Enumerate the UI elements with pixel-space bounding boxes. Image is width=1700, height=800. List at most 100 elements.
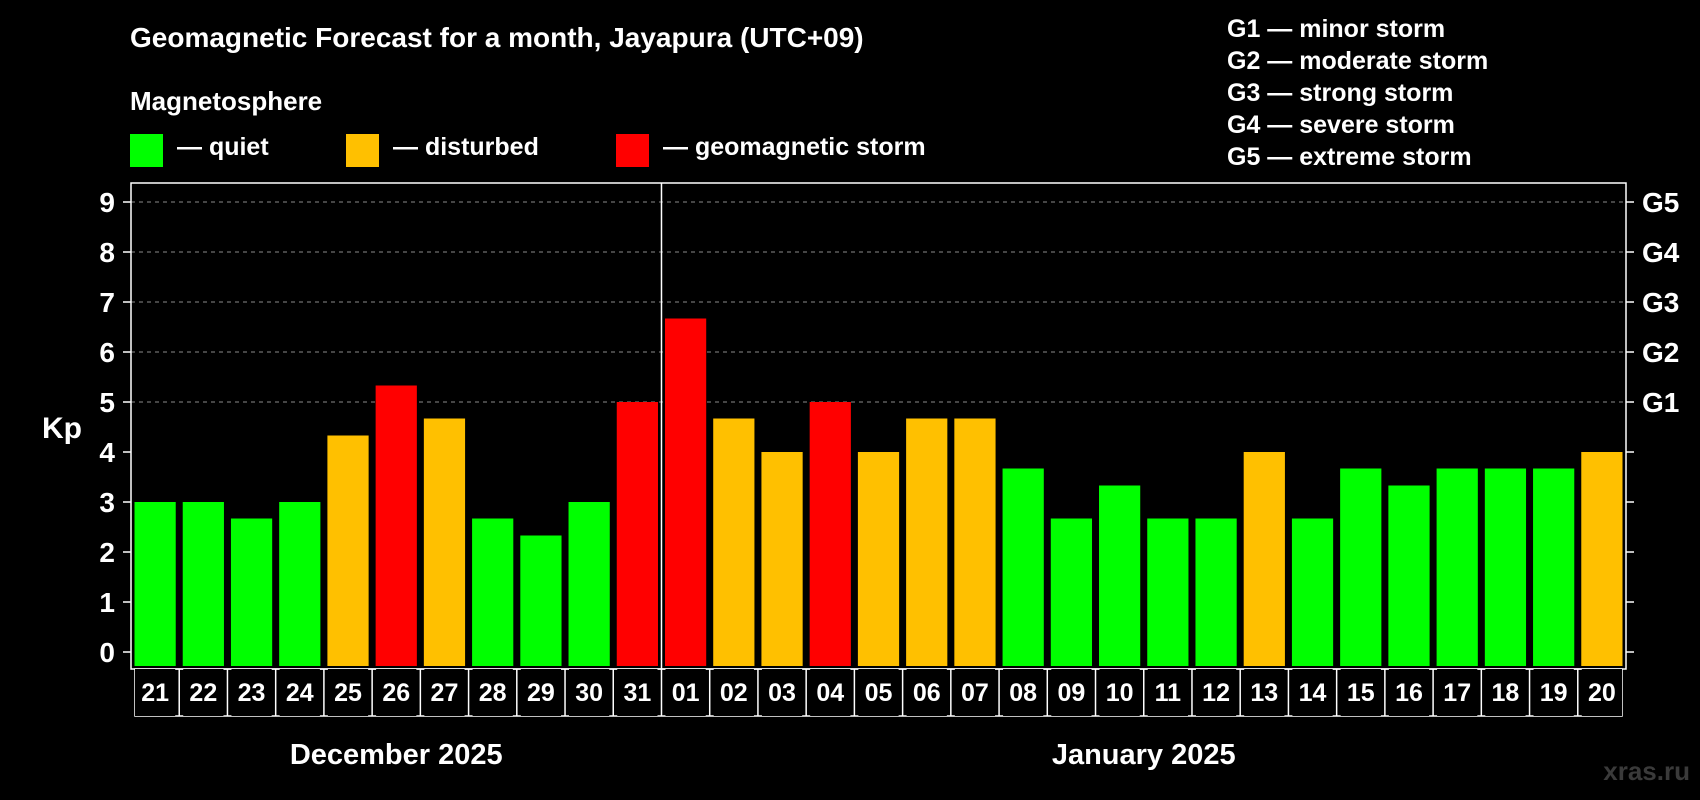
bar-23	[230, 518, 273, 666]
date-cell-bg-20	[1581, 669, 1622, 716]
month-label-0: December 2025	[290, 739, 503, 771]
y-axis-label: Kp	[42, 412, 82, 445]
date-cell-bg-10	[1099, 669, 1140, 716]
ytick-label-0: 0	[99, 637, 115, 668]
legend-swatch-storm	[616, 134, 649, 167]
month-label-1: January 2025	[1052, 739, 1236, 771]
bar-24	[279, 502, 321, 666]
xtick-label-28: 28	[479, 679, 507, 707]
bar-27	[423, 418, 466, 666]
date-cell-bg-19	[1533, 669, 1574, 716]
xtick-label-25: 25	[334, 679, 362, 707]
date-cell-bg-06	[906, 669, 947, 716]
bar-04	[809, 402, 851, 666]
xtick-label-21: 21	[141, 679, 169, 707]
date-cell-bg-05	[858, 669, 899, 716]
g-level-label-g5: G5	[1642, 187, 1679, 218]
xtick-label-19: 19	[1540, 679, 1568, 707]
date-cell-bg-15	[1340, 669, 1381, 716]
bar-01	[664, 318, 707, 666]
ytick-label-4: 4	[99, 437, 115, 468]
xtick-label-12: 12	[1202, 679, 1230, 707]
date-cell-bg-11	[1147, 669, 1188, 716]
legend-swatch-disturbed	[346, 134, 379, 167]
date-cell-bg-04	[810, 669, 851, 716]
date-cell-bg-12	[1195, 669, 1237, 716]
bar-13	[1243, 452, 1285, 666]
date-cell-bg-17	[1437, 669, 1478, 716]
g-level-label-g1: G1	[1642, 387, 1679, 418]
date-cell-bg-30	[569, 669, 610, 716]
chart-title: Geomagnetic Forecast for a month, Jayapu…	[130, 22, 864, 53]
bar-07	[954, 418, 996, 666]
bar-14	[1291, 518, 1334, 666]
bar-18	[1484, 468, 1527, 666]
date-cell-bg-25	[327, 669, 369, 716]
xtick-label-11: 11	[1155, 679, 1182, 707]
g-scale-item-g5: G5 — extreme storm	[1227, 143, 1472, 171]
bar-05	[857, 452, 900, 666]
legend-swatch-quiet	[130, 134, 163, 167]
bar-08	[1002, 468, 1044, 666]
date-cell-bg-28	[472, 669, 513, 716]
bar-26	[375, 385, 417, 666]
xtick-label-29: 29	[527, 679, 555, 707]
xtick-label-13: 13	[1250, 679, 1278, 707]
xtick-label-07: 07	[961, 679, 989, 707]
watermark: xras.ru	[1603, 756, 1690, 786]
bars	[134, 318, 1623, 666]
legend-label-quiet: — quiet	[177, 133, 269, 161]
bar-25	[327, 435, 369, 666]
ytick-label-9: 9	[99, 187, 115, 218]
ytick-label-1: 1	[99, 587, 115, 618]
xtick-label-22: 22	[189, 679, 217, 707]
legend-label-disturbed: — disturbed	[393, 133, 539, 161]
g-level-label-g2: G2	[1642, 337, 1679, 368]
bar-30	[568, 502, 610, 666]
xtick-label-10: 10	[1106, 679, 1134, 707]
date-cell-bg-18	[1485, 669, 1526, 716]
ytick-label-6: 6	[99, 337, 115, 368]
date-cell-bg-31	[617, 669, 658, 716]
g-scale-item-g2: G2 — moderate storm	[1227, 47, 1489, 75]
xtick-label-06: 06	[913, 679, 941, 707]
date-cell-bg-23	[231, 669, 272, 716]
xtick-label-14: 14	[1299, 679, 1327, 707]
bar-16	[1388, 485, 1430, 666]
xtick-label-30: 30	[575, 679, 603, 707]
date-cell-bg-01	[665, 669, 706, 716]
xtick-label-20: 20	[1588, 679, 1616, 707]
date-cell-bg-29	[520, 669, 562, 716]
xtick-label-01: 01	[672, 679, 700, 707]
xtick-label-02: 02	[720, 679, 748, 707]
xtick-label-08: 08	[1009, 679, 1037, 707]
bar-06	[906, 418, 948, 666]
bar-21	[134, 502, 176, 666]
legend-label-storm: — geomagnetic storm	[663, 133, 926, 161]
gridlines	[131, 201, 1626, 403]
g-level-label-g4: G4	[1642, 237, 1680, 268]
date-cell-bg-14	[1292, 669, 1333, 716]
ytick-label-2: 2	[99, 537, 115, 568]
xtick-label-16: 16	[1395, 679, 1423, 707]
g-scale-item-g3: G3 — strong storm	[1227, 79, 1454, 107]
date-cell-bg-13	[1244, 669, 1285, 716]
ytick-label-8: 8	[99, 237, 115, 268]
ytick-label-5: 5	[99, 387, 115, 418]
xtick-label-04: 04	[816, 679, 844, 707]
date-cell-bg-21	[135, 669, 176, 716]
bar-09	[1050, 518, 1093, 666]
date-cell-bg-27	[424, 669, 465, 716]
xtick-label-24: 24	[286, 679, 314, 707]
xtick-label-03: 03	[768, 679, 796, 707]
xtick-label-31: 31	[623, 679, 651, 707]
date-cell-bg-22	[183, 669, 224, 716]
g-scale-item-g4: G4 — severe storm	[1227, 111, 1455, 139]
bar-02	[713, 418, 755, 666]
bar-31	[616, 402, 658, 666]
bar-20	[1581, 452, 1623, 666]
bar-29	[520, 535, 562, 666]
date-cell-bg-26	[376, 669, 417, 716]
